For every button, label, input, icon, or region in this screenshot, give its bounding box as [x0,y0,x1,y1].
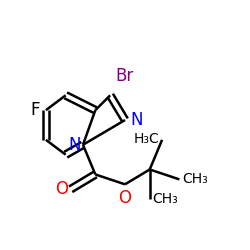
Text: F: F [30,101,40,119]
Text: O: O [55,180,68,198]
Text: N: N [130,111,142,129]
Text: CH₃: CH₃ [152,192,178,206]
Text: H₃C: H₃C [134,132,160,145]
Text: CH₃: CH₃ [182,172,208,186]
Text: N: N [68,136,80,154]
Text: O: O [118,189,132,207]
Text: Br: Br [115,68,133,86]
